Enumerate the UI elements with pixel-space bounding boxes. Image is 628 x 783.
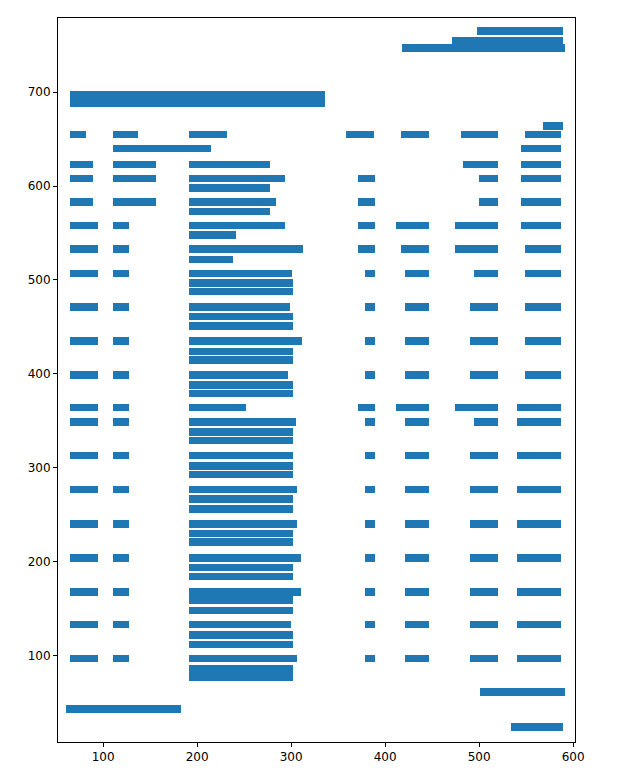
- svg-text:200: 200: [186, 750, 209, 764]
- svg-text:300: 300: [28, 461, 51, 475]
- svg-text:600: 600: [28, 179, 51, 193]
- svg-text:700: 700: [28, 85, 51, 99]
- svg-text:600: 600: [562, 750, 585, 764]
- svg-text:300: 300: [280, 750, 303, 764]
- svg-text:400: 400: [374, 750, 397, 764]
- svg-text:100: 100: [92, 750, 115, 764]
- svg-text:100: 100: [28, 649, 51, 663]
- svg-text:500: 500: [28, 273, 51, 287]
- svg-text:400: 400: [28, 367, 51, 381]
- svg-text:500: 500: [468, 750, 491, 764]
- svg-text:200: 200: [28, 555, 51, 569]
